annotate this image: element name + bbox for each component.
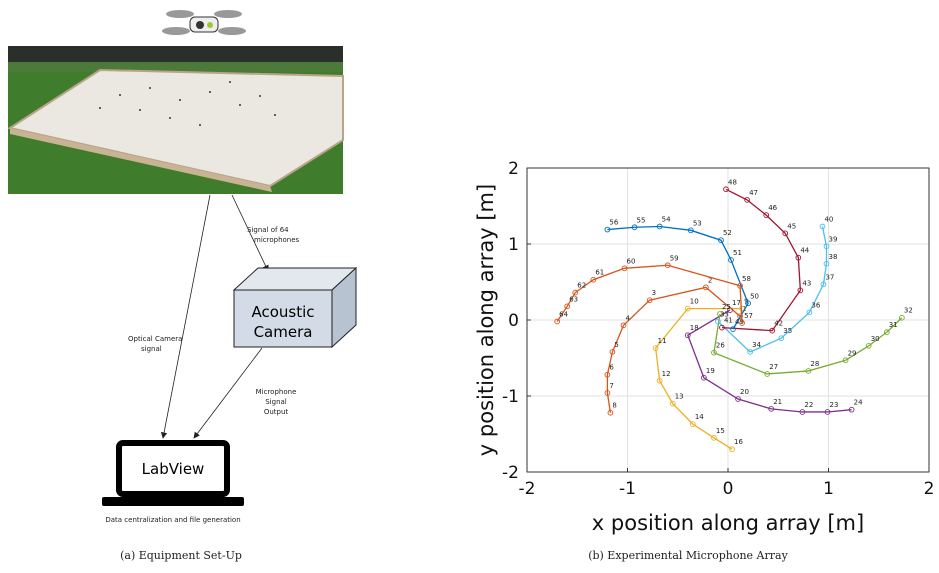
laptop-caption: Data centralization and file generation: [105, 516, 240, 524]
point-label: 14: [695, 413, 704, 421]
point-label: 5: [614, 341, 618, 349]
point-label: 21: [773, 398, 782, 406]
point-label: 17: [732, 299, 741, 307]
point-label: 26: [716, 342, 725, 350]
point-label: 58: [742, 275, 751, 283]
point-label: 44: [800, 247, 809, 255]
x-tick-label: 2: [924, 479, 935, 499]
caption: (a) Equipment Set-Up: [120, 549, 242, 562]
point-label: 18: [690, 324, 699, 332]
label-line: Signal: [265, 398, 287, 406]
point-label: 6: [609, 364, 614, 372]
point-label: 57: [744, 312, 753, 320]
box-line: Camera: [254, 323, 313, 341]
point-label: 4: [625, 314, 630, 322]
point-label: 13: [675, 393, 684, 401]
point-label: 27: [769, 363, 778, 371]
box-line: Acoustic: [251, 303, 314, 321]
point-label: 40: [824, 216, 833, 224]
point-label: 55: [637, 216, 646, 224]
point-label: 48: [728, 178, 737, 186]
point-label: 8: [612, 402, 616, 410]
point-label: 28: [810, 360, 819, 368]
label-line: microphones: [254, 236, 300, 244]
label-line: Optical Camera: [128, 335, 182, 343]
point-label: 39: [828, 235, 837, 243]
point-label: 54: [662, 216, 671, 224]
point-label: 23: [829, 401, 838, 409]
point-label: 42: [774, 320, 783, 328]
point-label: 43: [802, 279, 811, 287]
point-label: 12: [662, 370, 671, 378]
point-label: 64: [559, 311, 568, 319]
point-label: 10: [690, 298, 699, 306]
point-label: 32: [904, 307, 913, 315]
laptop: LabView: [102, 443, 244, 506]
point-label: 20: [740, 388, 749, 396]
point-label: 53: [693, 219, 702, 227]
drone-icon: [162, 10, 246, 35]
mic-output-label: Microphone Signal Output: [256, 388, 297, 416]
label-line: Signal of 64: [247, 226, 289, 234]
figure: Acoustic Camera Signal of 64 microphones O…: [0, 0, 939, 573]
point-label: 59: [670, 254, 679, 262]
y-tick-label: -2: [502, 463, 519, 483]
y-tick-label: -1: [502, 387, 519, 407]
point-label: 46: [768, 204, 777, 212]
point-label: 56: [609, 219, 618, 227]
point-label: 11: [658, 337, 667, 345]
point-label: 3: [652, 289, 656, 297]
point-label: 34: [752, 341, 761, 349]
x-tick-label: 1: [823, 479, 834, 499]
point-label: 63: [569, 295, 578, 303]
optical-label: Optical Camera signal: [128, 335, 182, 353]
x-tick-label: 0: [723, 479, 734, 499]
arrow: [194, 348, 262, 438]
x-tick-label: -2: [519, 479, 536, 499]
point-label: 30: [871, 335, 880, 343]
point-label: 7: [609, 382, 613, 390]
point-label: 51: [733, 249, 742, 257]
point-label: 50: [750, 292, 759, 300]
label-line: Microphone: [256, 388, 297, 396]
photo: [8, 46, 343, 194]
point-label: 62: [577, 282, 586, 290]
point-label: 41: [724, 317, 733, 325]
point-label: 16: [734, 438, 743, 446]
point-label: 35: [783, 327, 792, 335]
caption: (b) Experimental Microphone Array: [588, 549, 788, 562]
point-label: 38: [828, 253, 837, 261]
point-label: 15: [716, 427, 725, 435]
camera-box: Acoustic Camera: [234, 268, 356, 347]
point-label: 31: [889, 321, 898, 329]
y-axis-label: y position along array [m]: [474, 184, 498, 456]
laptop-label: LabView: [142, 460, 205, 478]
y-tick-label: 1: [508, 235, 519, 255]
x-tick-label: -1: [619, 479, 636, 499]
label-line: Output: [264, 408, 289, 416]
point-label: 22: [804, 401, 813, 409]
signal-label: Signal of 64 microphones: [247, 226, 300, 244]
point-label: 45: [787, 222, 796, 230]
point-label: 47: [749, 189, 758, 197]
point-label: 24: [854, 399, 863, 407]
point-label: 52: [723, 229, 732, 237]
y-tick-label: 2: [508, 159, 519, 179]
arrow: [163, 195, 210, 438]
x-axis-label: x position along array [m]: [592, 511, 864, 535]
point-label: 37: [825, 273, 834, 281]
point-label: 36: [811, 301, 820, 309]
y-tick-label: 0: [508, 311, 519, 331]
point-label: 29: [848, 349, 857, 357]
point-label: 61: [595, 269, 604, 277]
label-line: signal: [141, 345, 162, 353]
point-label: 60: [626, 257, 635, 265]
point-label: 19: [706, 367, 715, 375]
